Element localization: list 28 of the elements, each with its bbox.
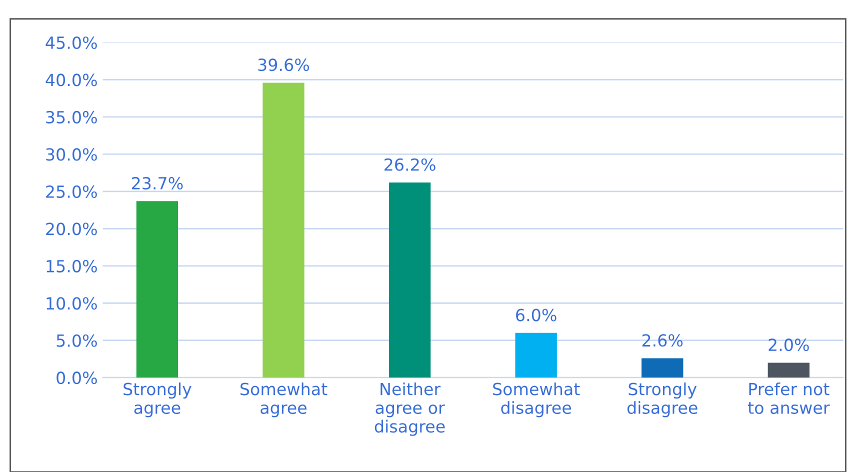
x-tick-label: Prefer not to answer: [748, 382, 830, 414]
x-tick-label: Strongly disagree: [627, 382, 698, 418]
data-label: 26.2%: [384, 158, 436, 171]
bar: [262, 82, 304, 378]
data-label: 23.7%: [132, 176, 183, 190]
y-tick-label: 30.0%: [46, 148, 97, 161]
bar: [515, 332, 557, 378]
bar: [642, 358, 684, 378]
y-tick-label: 15.0%: [46, 260, 97, 272]
y-tick-label: 35.0%: [46, 110, 97, 124]
y-tick-label: 45.0%: [46, 36, 97, 50]
x-tick-label: Strongly agree: [124, 382, 192, 418]
y-tick-label: 0.0%: [56, 372, 97, 384]
data-label: 6.0%: [516, 308, 556, 322]
y-tick-label: 20.0%: [46, 222, 97, 236]
x-tick-label: Somewhat agree: [240, 382, 328, 418]
data-label: 2.6%: [642, 334, 683, 347]
bar: [768, 362, 810, 378]
x-tick-label: Somewhat disagree: [493, 382, 580, 418]
y-tick-label: 25.0%: [46, 185, 97, 198]
data-label: 39.6%: [258, 58, 310, 72]
x-tick-label: Neither agree or disagree: [374, 382, 445, 436]
bar: [136, 201, 178, 378]
bar: [388, 182, 431, 378]
data-label: 2.0%: [768, 338, 809, 352]
y-tick-label: 40.0%: [46, 74, 97, 86]
y-tick-label: 5.0%: [56, 334, 97, 347]
y-tick-label: 10.0%: [46, 297, 97, 310]
